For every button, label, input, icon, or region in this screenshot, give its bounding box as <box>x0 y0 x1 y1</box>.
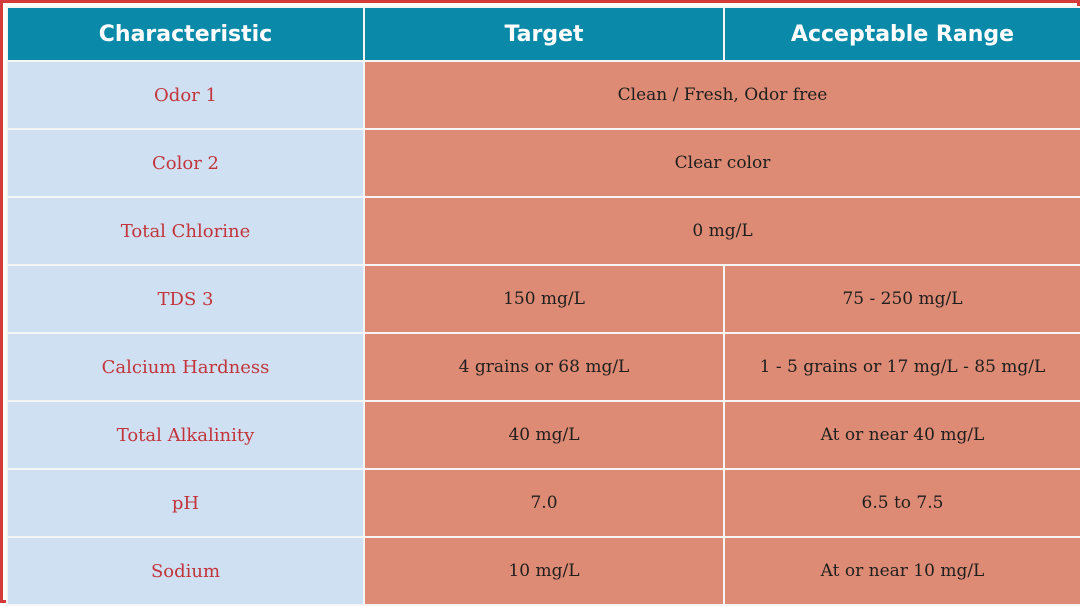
range-cell: 6.5 to 7.5 <box>723 468 1080 538</box>
characteristic-cell: Sodium <box>6 536 365 606</box>
water-characteristics-table: Characteristic Target Acceptable Range O… <box>6 6 1080 606</box>
target-cell: 7.0 <box>363 468 725 538</box>
header-row: Characteristic Target Acceptable Range <box>6 6 1080 62</box>
characteristic-cell: Color 2 <box>6 128 365 198</box>
characteristic-cell: Odor 1 <box>6 60 365 130</box>
header-characteristic: Characteristic <box>6 6 365 62</box>
table-row: Color 2 Clear color <box>6 128 1080 198</box>
header-target: Target <box>363 6 725 62</box>
target-cell: 4 grains or 68 mg/L <box>363 332 725 402</box>
table-row: Odor 1 Clean / Fresh, Odor free <box>6 60 1080 130</box>
range-cell: 75 - 250 mg/L <box>723 264 1080 334</box>
range-cell: At or near 10 mg/L <box>723 536 1080 606</box>
header-acceptable-range: Acceptable Range <box>723 6 1080 62</box>
characteristic-cell: Calcium Hardness <box>6 332 365 402</box>
table-row: Sodium 10 mg/L At or near 10 mg/L <box>6 536 1080 606</box>
characteristic-cell: Total Alkalinity <box>6 400 365 470</box>
target-cell: 10 mg/L <box>363 536 725 606</box>
merged-value-cell: Clean / Fresh, Odor free <box>363 60 1080 130</box>
characteristic-cell: Total Chlorine <box>6 196 365 266</box>
table-row: pH 7.0 6.5 to 7.5 <box>6 468 1080 538</box>
target-cell: 150 mg/L <box>363 264 725 334</box>
characteristic-cell: pH <box>6 468 365 538</box>
table-row: Calcium Hardness 4 grains or 68 mg/L 1 -… <box>6 332 1080 402</box>
table-row: Total Alkalinity 40 mg/L At or near 40 m… <box>6 400 1080 470</box>
range-cell: At or near 40 mg/L <box>723 400 1080 470</box>
characteristic-cell: TDS 3 <box>6 264 365 334</box>
table-row: TDS 3 150 mg/L 75 - 250 mg/L <box>6 264 1080 334</box>
table-row: Total Chlorine 0 mg/L <box>6 196 1080 266</box>
range-cell: 1 - 5 grains or 17 mg/L - 85 mg/L <box>723 332 1080 402</box>
merged-value-cell: 0 mg/L <box>363 196 1080 266</box>
merged-value-cell: Clear color <box>363 128 1080 198</box>
target-cell: 40 mg/L <box>363 400 725 470</box>
